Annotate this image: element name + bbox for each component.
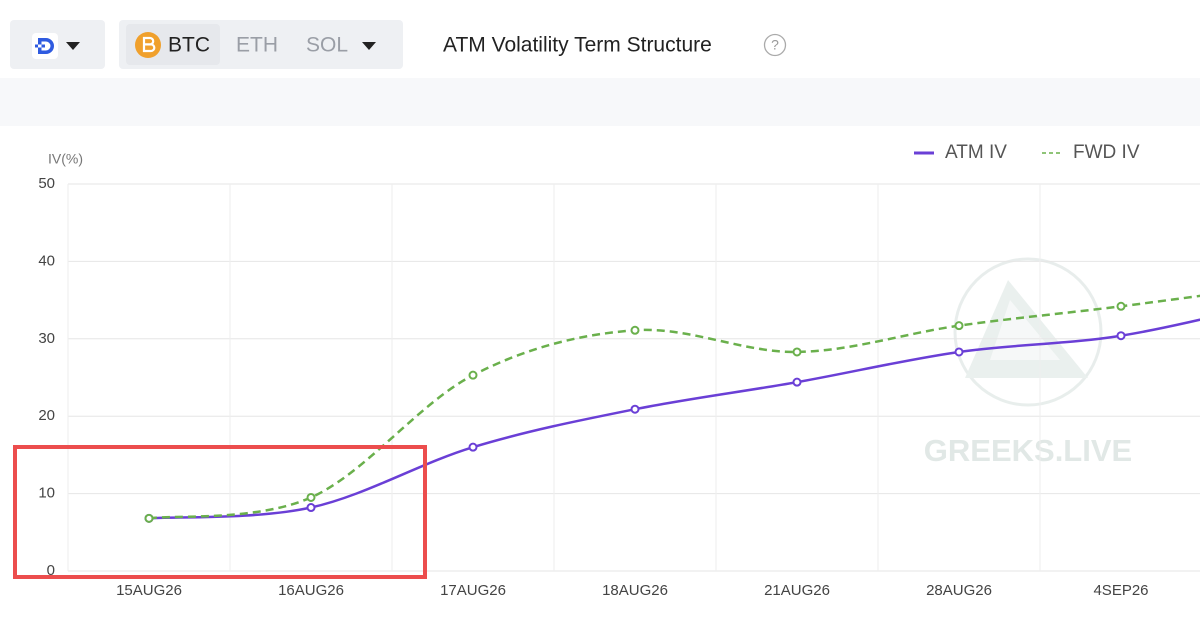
exchange-selector[interactable] (10, 20, 105, 69)
caret (66, 42, 80, 50)
series-line (148, 318, 1200, 520)
sub-bar (0, 78, 1200, 126)
highlight-box (13, 445, 427, 579)
x-tick-label: 4SEP26 (1093, 582, 1148, 599)
series-line (148, 294, 1200, 520)
exchange-icon (35, 38, 54, 54)
coin-tab[interactable]: BTC (168, 34, 210, 57)
y-tick-label: 20 (38, 407, 55, 424)
help-icon-glyph: ? (771, 37, 779, 53)
y-tick-label: 50 (38, 175, 55, 192)
x-tick-label: 15AUG26 (116, 582, 182, 599)
page-title: ATM Volatility Term Structure (443, 34, 712, 57)
x-tick-label: 28AUG26 (926, 582, 992, 599)
coin-tab[interactable]: ETH (236, 34, 278, 57)
point-marker (1116, 301, 1126, 311)
point-marker (468, 442, 478, 452)
watermark: GREEKS.LIVE (924, 433, 1132, 468)
point-marker (792, 377, 802, 387)
point-marker (792, 347, 802, 357)
point-marker (954, 347, 964, 357)
legend-label: ATM IV (945, 142, 1007, 163)
point-marker (468, 370, 478, 380)
point-marker (630, 325, 640, 335)
btc-glyph (142, 36, 156, 53)
point-marker (954, 321, 964, 331)
y-axis-label: IV(%) (48, 151, 83, 167)
coin-tab[interactable]: SOL (306, 34, 348, 57)
point-marker (144, 513, 154, 523)
y-tick-label: 10 (38, 485, 55, 502)
x-tick-label: 16AUG26 (278, 582, 344, 599)
y-tick-label: 40 (38, 252, 55, 269)
y-tick-label: 30 (38, 330, 55, 347)
point-marker (630, 404, 640, 414)
caret[interactable] (362, 42, 376, 50)
y-tick-label: 0 (47, 562, 55, 579)
x-tick-label: 21AUG26 (764, 582, 830, 599)
point-marker (306, 503, 316, 513)
help-icon[interactable] (763, 33, 787, 57)
point-marker (306, 492, 316, 502)
x-tick-label: 18AUG26 (602, 582, 668, 599)
legend-label: FWD IV (1073, 142, 1140, 163)
x-tick-label: 17AUG26 (440, 582, 506, 599)
point-marker (1116, 331, 1126, 341)
